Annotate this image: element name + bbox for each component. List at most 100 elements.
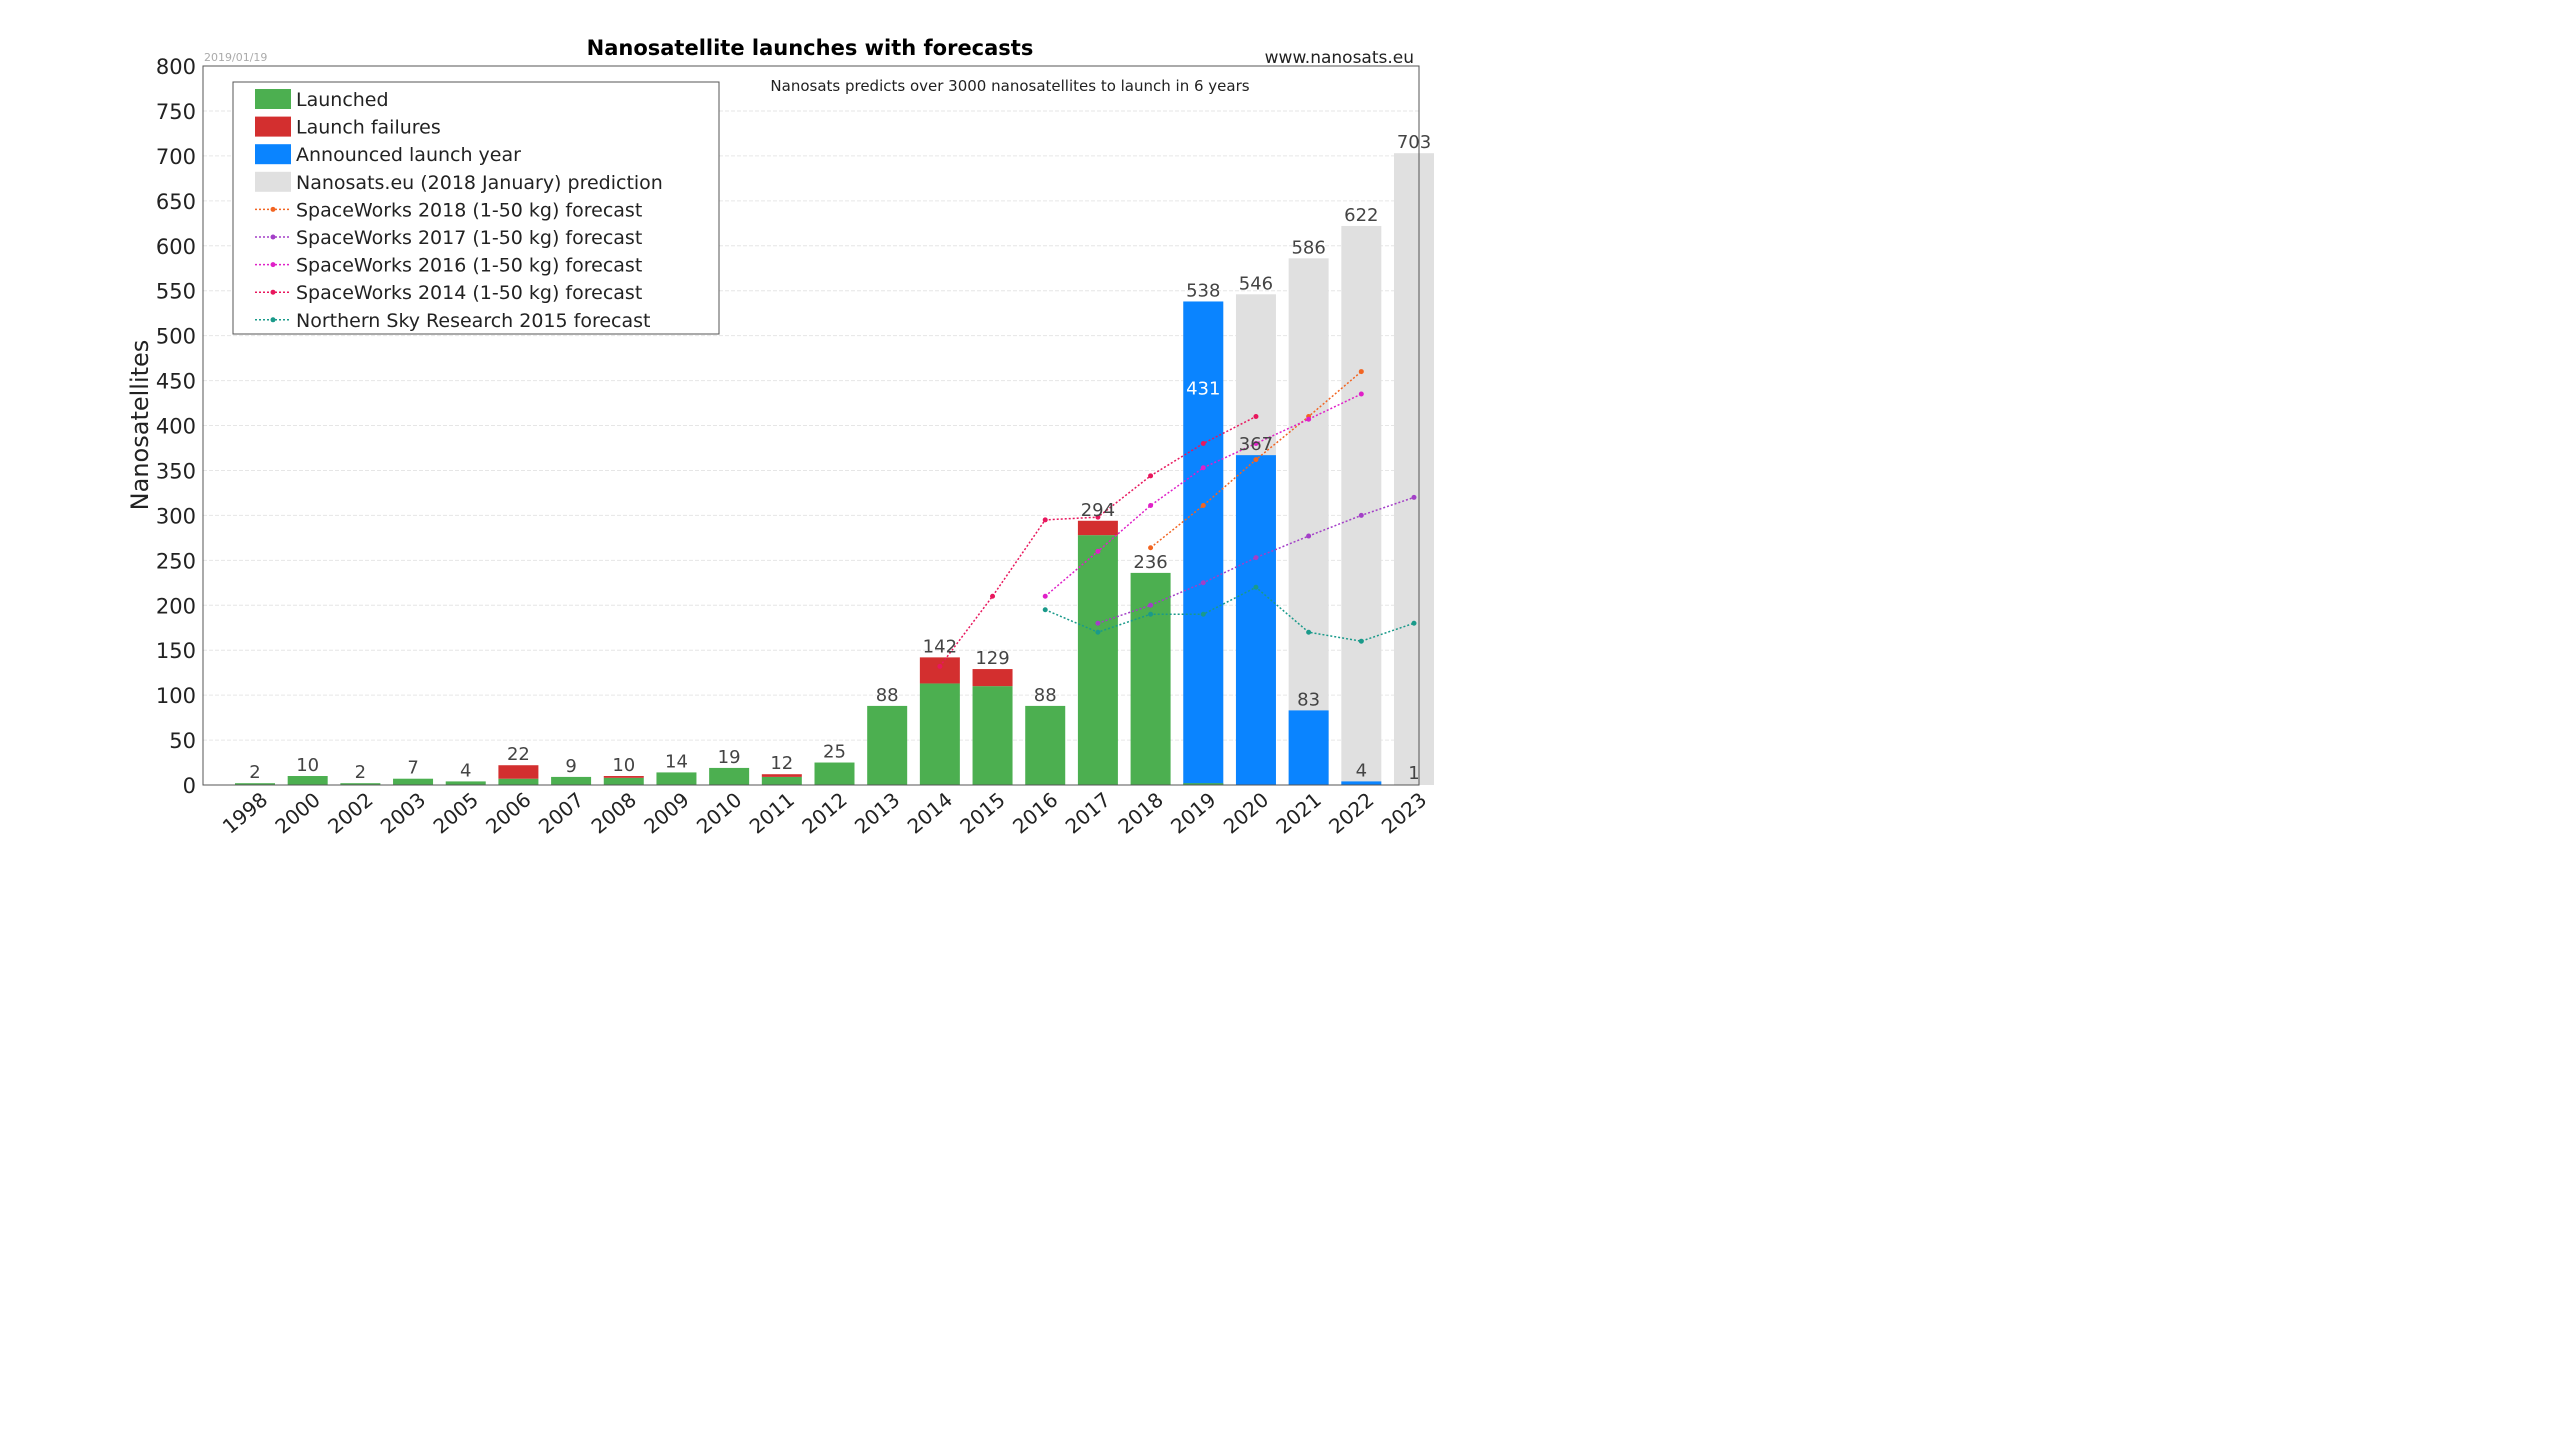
forecast-point	[1411, 620, 1417, 626]
launched-bar	[919, 683, 960, 785]
forecast-point	[1095, 620, 1101, 626]
y-tick-label: 750	[156, 100, 196, 124]
launched-bar	[972, 686, 1013, 785]
forecast-point	[1306, 533, 1312, 539]
forecast-point	[1148, 502, 1154, 508]
bar-value-label: 10	[612, 755, 635, 776]
launched-bar	[1130, 572, 1171, 785]
bar-value-label: 4	[460, 760, 471, 781]
forecast-point	[1358, 512, 1364, 518]
y-tick-label: 250	[156, 549, 196, 573]
legend-label: SpaceWorks 2014 (1-50 kg) forecast	[296, 282, 642, 304]
launched-bar	[551, 776, 592, 785]
y-tick-label: 300	[156, 504, 196, 528]
bar-value-label: 431	[1186, 379, 1220, 400]
y-tick-label: 600	[156, 235, 196, 259]
launched-bar	[393, 778, 434, 785]
bar-value-label: 88	[876, 685, 899, 706]
announced-bar	[1183, 301, 1224, 785]
bar-value-label: 546	[1239, 273, 1273, 294]
prediction-bar	[1288, 258, 1329, 785]
launched-bar	[235, 783, 275, 785]
launched-bar	[1077, 535, 1118, 785]
legend-marker	[270, 262, 276, 268]
bar-value-label: 622	[1344, 205, 1378, 226]
launched-bar	[445, 781, 486, 785]
y-tick-label: 500	[156, 325, 196, 349]
launched-bar	[1183, 783, 1224, 785]
forecast-point	[1148, 545, 1154, 551]
bar-value-label: 129	[975, 648, 1009, 669]
legend-label: Announced launch year	[296, 144, 521, 166]
launched-bar	[603, 777, 644, 785]
launched-bar	[867, 705, 908, 785]
legend-label: Nanosats.eu (2018 January) prediction	[296, 172, 663, 194]
date-stamp: 2019/01/19	[204, 51, 267, 64]
bar-value-label: 703	[1397, 132, 1431, 153]
legend-box	[232, 81, 720, 335]
y-tick-label: 450	[156, 370, 196, 394]
forecast-point	[1200, 580, 1206, 586]
y-tick-label: 550	[156, 280, 196, 304]
forecast-point	[1253, 457, 1259, 463]
y-tick-label: 700	[156, 145, 196, 169]
launched-bar	[340, 783, 381, 785]
forecast-point	[990, 593, 996, 599]
bar-value-label: 4	[1356, 760, 1367, 781]
forecast-point	[1148, 473, 1154, 479]
legend-label: SpaceWorks 2016 (1-50 kg) forecast	[296, 255, 642, 277]
forecast-point	[1200, 502, 1206, 508]
forecast-point	[1358, 391, 1364, 397]
bars	[235, 153, 1434, 786]
bar-value-label: 22	[507, 744, 530, 765]
bar-value-label: 586	[1291, 237, 1325, 258]
forecast-point	[1358, 369, 1364, 375]
launched-bar	[287, 776, 328, 785]
forecast-point	[1042, 607, 1048, 613]
forecast-point	[1042, 593, 1048, 599]
y-axis: 0 50 100 150 200 250 300 350 400 450 500 550 600 650 7…	[156, 55, 196, 798]
legend: Launched Launch failures Announced launch …	[232, 81, 720, 335]
launched-bar	[709, 767, 750, 785]
forecast-point	[1306, 416, 1312, 422]
forecast-point	[1095, 548, 1101, 554]
prediction-bar	[1394, 153, 1434, 785]
source-url: www.nanosats.eu	[1265, 48, 1414, 68]
forecast-lines	[937, 369, 1417, 669]
legend-label: Northern Sky Research 2015 forecast	[296, 310, 650, 332]
legend-marker	[270, 317, 276, 323]
bar-value-label: 83	[1297, 689, 1320, 710]
y-tick-label: 50	[169, 729, 196, 753]
y-tick-label: 200	[156, 594, 196, 618]
forecast-point	[1358, 638, 1364, 644]
forecast-point	[937, 663, 943, 669]
failure-bar	[603, 776, 644, 778]
bar-value-label: 2	[249, 762, 260, 783]
legend-label: Launch failures	[296, 117, 441, 139]
bar-value-label: 538	[1186, 280, 1220, 301]
bar-value-label: 14	[665, 751, 688, 772]
forecast-point	[1095, 629, 1101, 635]
prediction-bar	[1341, 225, 1382, 786]
legend-swatch	[255, 116, 291, 137]
bar-value-label: 294	[1081, 500, 1115, 521]
y-tick-label: 800	[156, 55, 196, 79]
bar-value-label: 19	[718, 747, 741, 768]
y-tick-label: 150	[156, 639, 196, 663]
chart-title: Nanosatellite launches with forecasts	[587, 36, 1034, 60]
forecast-point	[1148, 611, 1154, 617]
forecast-point	[1200, 465, 1206, 471]
failure-bar	[1077, 520, 1118, 536]
legend-label: SpaceWorks 2018 (1-50 kg) forecast	[296, 199, 642, 221]
launched-bar	[1025, 705, 1066, 785]
announced-bar	[1341, 781, 1382, 785]
y-tick-label: 0	[183, 774, 196, 798]
forecast-point	[1095, 514, 1101, 520]
bar-value-label: 367	[1239, 434, 1273, 455]
forecast-point	[1042, 517, 1048, 523]
legend-label: SpaceWorks 2017 (1-50 kg) forecast	[296, 227, 642, 249]
forecast-point	[1411, 494, 1417, 500]
bar-value-label: 2	[355, 762, 366, 783]
